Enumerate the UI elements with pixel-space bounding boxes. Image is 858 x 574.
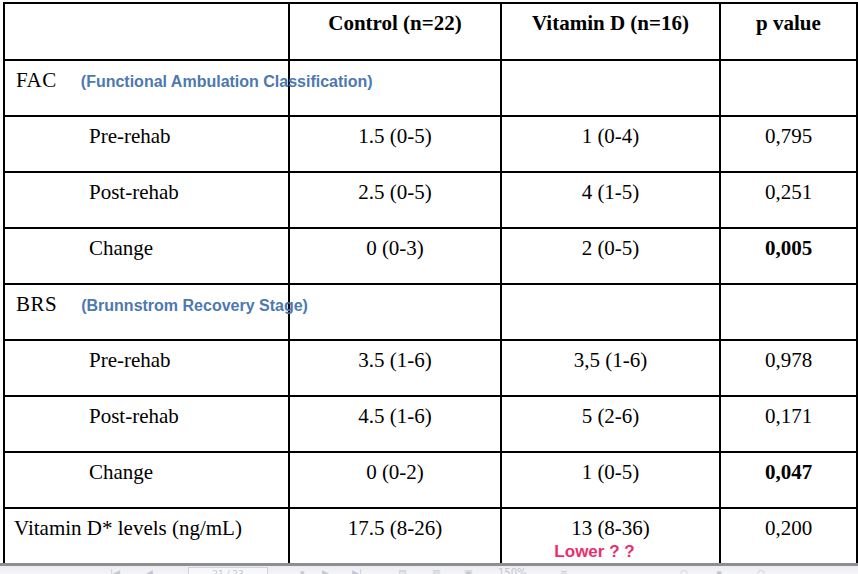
table-row: Post-rehab2.5 (0-5)4 (1-5)0,251	[4, 172, 857, 228]
table-row: Change0 (0-3)2 (0-5)0,005	[4, 228, 857, 284]
vitamin-d-value-cell: 4 (1-5)	[501, 172, 720, 228]
table-row: Pre-rehab3.5 (1-6)3,5 (1-6)0,978	[4, 340, 857, 396]
first-page-icon[interactable]: |◀	[110, 567, 120, 574]
row-label: Vitamin D* levels (ng/mL)	[4, 508, 289, 564]
control-value: 0 (0-2)	[289, 452, 501, 508]
pdf-page: Control (n=22) Vitamin D (n=16) p value …	[0, 2, 858, 574]
table-row: Post-rehab4.5 (1-6)5 (2-6)0,171	[4, 396, 857, 452]
table-row: Change0 (0-2)1 (0-5)0,047	[4, 452, 857, 508]
section-abbreviation: BRS	[16, 292, 57, 316]
section-annotation: (Brunnstrom Recovery Stage)	[81, 297, 308, 314]
row-label: Pre-rehab	[4, 116, 289, 172]
p-value: 0,047	[720, 452, 857, 508]
vitamin-d-value-cell: 13 (8-36)Lower ? ?	[501, 508, 720, 564]
vitamin-d-value: 5 (2-6)	[502, 404, 719, 429]
row-label: Change	[4, 452, 289, 508]
zoom-level[interactable]: 150%	[498, 567, 527, 574]
annotation-note: Lower ? ?	[486, 542, 703, 562]
control-value: 4.5 (1-6)	[289, 396, 501, 452]
row-label: Post-rehab	[4, 396, 289, 452]
table-row: Pre-rehab1.5 (0-5)1 (0-4)0,795	[4, 116, 857, 172]
section-annotation: (Functional Ambulation Classification)	[81, 73, 373, 90]
empty-cell	[501, 60, 720, 116]
columns-icon[interactable]: ≡	[560, 567, 568, 574]
p-value: 0,795	[720, 116, 857, 172]
p-value: 0,200	[720, 508, 857, 564]
header-empty	[4, 3, 289, 60]
prev-page-icon[interactable]: ◀	[146, 567, 153, 574]
header-p-value: p value	[720, 3, 857, 60]
page-indicator[interactable]: 21 / 23	[188, 567, 268, 574]
table-header-row: Control (n=22) Vitamin D (n=16) p value	[4, 3, 857, 60]
vitamin-d-value: 1 (0-4)	[502, 124, 719, 149]
results-table: Control (n=22) Vitamin D (n=16) p value …	[3, 2, 858, 565]
vitamin-d-value-cell: 3,5 (1-6)	[501, 340, 720, 396]
control-value: 2.5 (0-5)	[289, 172, 501, 228]
vitamin-d-value-cell: 1 (0-4)	[501, 116, 720, 172]
viewer-toolbar: 21 / 23 150% |◀ ◀ ▾ ▶ ▶| ▤ ▥ ▣ ≡ ○ ▪ ○	[0, 563, 858, 574]
vitamin-d-value: 4 (1-5)	[502, 180, 719, 205]
vitamin-d-value: 3,5 (1-6)	[502, 348, 719, 373]
empty-cell	[720, 60, 857, 116]
vitamin-d-value-cell: 2 (0-5)	[501, 228, 720, 284]
row-label: Pre-rehab	[4, 340, 289, 396]
p-value: 0,978	[720, 340, 857, 396]
last-page-icon[interactable]: ▶|	[352, 567, 362, 574]
vitamin-d-value-cell: 5 (2-6)	[501, 396, 720, 452]
page-dropdown-icon[interactable]: ▾	[300, 567, 305, 574]
next-page-icon[interactable]: ▶	[322, 567, 329, 574]
header-control: Control (n=22)	[289, 3, 501, 60]
section-label-cell: BRS(Brunnstrom Recovery Stage)	[4, 284, 289, 340]
header-vitamin-d: Vitamin D (n=16)	[501, 3, 720, 60]
p-value: 0,005	[720, 228, 857, 284]
layout-icon[interactable]: ▥	[432, 567, 441, 574]
p-value: 0,251	[720, 172, 857, 228]
section-abbreviation: FAC	[16, 68, 57, 92]
zoom-out-icon[interactable]: ○	[680, 567, 688, 574]
row-label: Post-rehab	[4, 172, 289, 228]
vitamin-d-value: 13 (8-36)	[502, 516, 719, 541]
zoom-slider-icon[interactable]: ▪	[716, 567, 722, 574]
zoom-in-icon[interactable]: ○	[757, 567, 765, 574]
row-label: Change	[4, 228, 289, 284]
empty-cell	[501, 284, 720, 340]
section-label-cell: FAC(Functional Ambulation Classification…	[4, 60, 289, 116]
table-row: Vitamin D* levels (ng/mL)17.5 (8-26)13 (…	[4, 508, 857, 564]
vitamin-d-value: 1 (0-5)	[502, 460, 719, 485]
fit-page-icon[interactable]: ▣	[464, 567, 473, 574]
section-row: FAC (Functional Ambulation Classification…	[4, 60, 857, 116]
vitamin-d-value-cell: 1 (0-5)	[501, 452, 720, 508]
vitamin-d-value: 2 (0-5)	[502, 236, 719, 261]
p-value: 0,171	[720, 396, 857, 452]
empty-cell	[720, 284, 857, 340]
section-row: BRS (Brunnstrom Recovery Stage)	[4, 284, 857, 340]
control-value: 3.5 (1-6)	[289, 340, 501, 396]
control-value: 0 (0-3)	[289, 228, 501, 284]
print-icon[interactable]: ▤	[398, 567, 407, 574]
control-value: 17.5 (8-26)	[289, 508, 501, 564]
empty-cell	[289, 284, 501, 340]
control-value: 1.5 (0-5)	[289, 116, 501, 172]
